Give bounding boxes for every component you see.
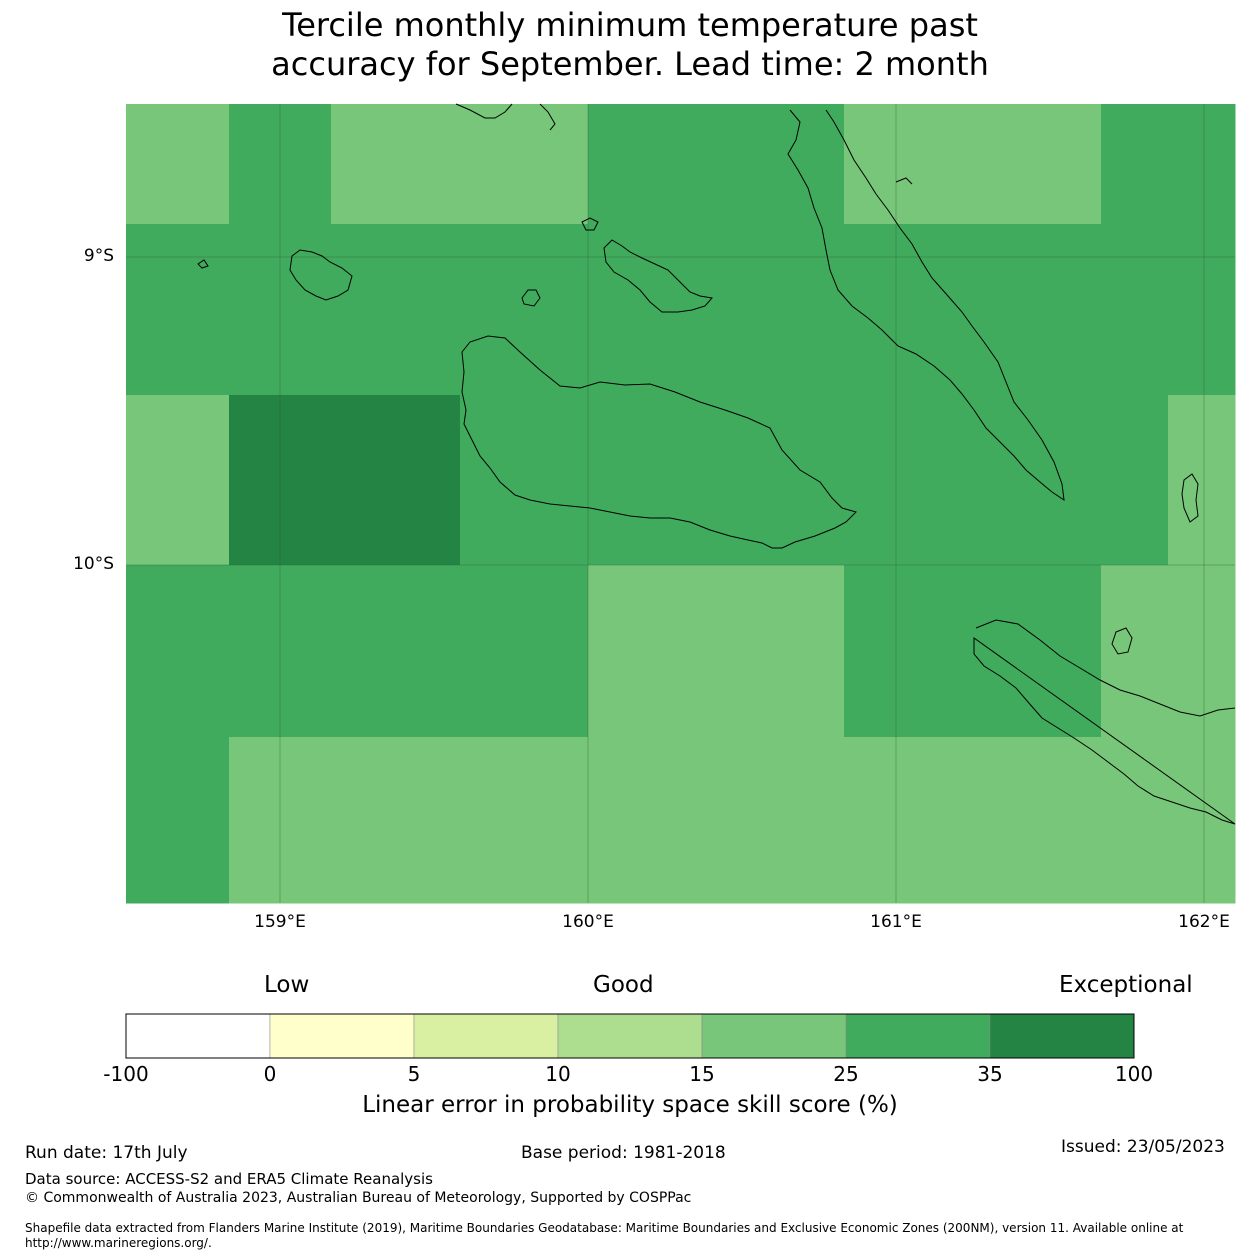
skill-cell [126,565,230,738]
malaita-coastline [1181,473,1199,523]
skill-cell [716,224,845,396]
colorbar-tick: 100 [1114,1062,1154,1086]
skill-cell [1168,565,1236,738]
colorbar-tick: 25 [833,1062,859,1086]
skill-cell [588,737,717,904]
colorbar-tick: 35 [977,1062,1003,1086]
skill-cell [973,737,1102,904]
skill-cell [1101,565,1169,738]
title-line-1: Tercile monthly minimum temperature past [282,6,978,44]
coastlines [197,103,1236,825]
skill-cell [126,737,230,904]
skill-cell [126,224,230,396]
skill-cell [460,395,589,566]
makira-coastline [973,619,1236,825]
colorbar-category-exceptional: Exceptional [1059,972,1193,998]
lat-label-9s: 9°S [83,246,114,266]
skill-cell [126,104,230,225]
lon-label-161e: 161°E [870,912,922,932]
skill-cell [588,395,717,566]
skill-cell [716,737,845,904]
skill-cell [973,565,1102,738]
skill-cell [973,224,1102,396]
colorbar-tick: -100 [103,1062,149,1086]
small-islet-florida [581,217,599,231]
colorbar-label: Linear error in probability space skill … [362,1092,898,1118]
russell-islands [289,249,353,301]
skill-cell [331,104,461,225]
santa-isabel-coastline [787,109,1065,502]
small-islet-west [197,259,209,269]
skill-cell [460,104,589,225]
savo-island [521,289,541,307]
colorbar-category-low: Low [264,972,310,998]
run-date: Run date: 17th July [25,1143,188,1163]
lat-label-10s: 10°S [73,554,114,574]
skill-cell [331,395,461,566]
skill-cell [460,737,589,904]
colorbar-tick: 15 [689,1062,715,1086]
skill-cell [844,104,974,225]
lon-label-162e: 162°E [1178,912,1230,932]
skill-cell [588,104,717,225]
skill-cell [331,565,461,738]
skill-cell [844,224,974,396]
skill-cell [973,104,1102,225]
skill-cell [844,737,974,904]
shapefile-credit-line-1: Shapefile data extracted from Flanders M… [25,1221,1184,1235]
skill-cell [460,224,589,396]
skill-cell [716,565,845,738]
skill-cell [1168,104,1236,225]
lon-label-159e: 159°E [254,912,306,932]
skill-cell [1101,737,1169,904]
colorbar-tick: 0 [263,1062,277,1086]
skill-cell [588,565,717,738]
skill-cell [229,104,332,225]
skill-cell [126,395,230,566]
skill-cell [716,395,845,566]
shapefile-credit-line-2: http://www.marineregions.org/. [25,1236,212,1250]
skill-cell [1168,737,1236,904]
lon-label-160e: 160°E [562,912,614,932]
graticule [126,104,1235,903]
map-title: Tercile monthly minimum temperature past… [0,6,1260,84]
skill-cell [331,224,461,396]
skill-cell [1101,395,1169,566]
skill-cell [229,737,332,904]
north-islets [455,103,913,185]
skill-cell [1168,224,1236,396]
data-source: Data source: ACCESS-S2 and ERA5 Climate … [25,1170,433,1188]
issued-date: Issued: 23/05/2023 [1061,1137,1225,1157]
base-period: Base period: 1981-2018 [521,1143,726,1163]
ulawa-island [1111,627,1133,655]
skill-cell [229,565,332,738]
colorbar-tick: 5 [407,1062,421,1086]
skill-cell [588,224,717,396]
skill-cell [716,104,845,225]
skill-grid [126,104,1236,904]
colorbar-tick: 10 [545,1062,571,1086]
skill-cell [229,395,332,566]
title-line-2: accuracy for September. Lead time: 2 mon… [271,45,989,83]
skill-cell [1101,104,1169,225]
copyright: © Commonwealth of Australia 2023, Austra… [25,1190,692,1206]
skill-cell [460,565,589,738]
skill-cell [1168,395,1236,566]
skill-cell [844,395,974,566]
nggela-islands [603,239,713,313]
colorbar-category-good: Good [593,972,654,998]
guadalcanal-coastline [461,335,857,549]
skill-cell [331,737,461,904]
skill-cell [1101,224,1169,396]
skill-cell [844,565,974,738]
